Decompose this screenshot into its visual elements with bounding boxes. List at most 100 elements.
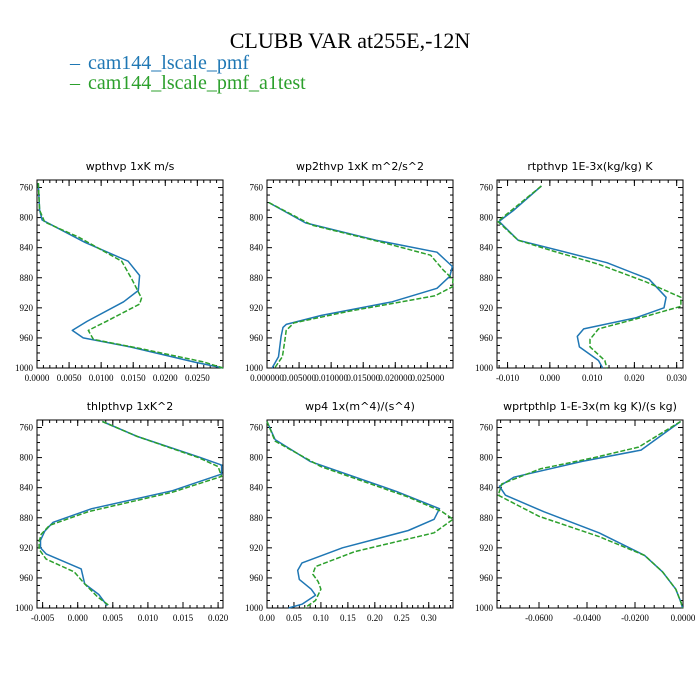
series-line-2-0 (498, 185, 667, 369)
ytick-label-1-4: 920 (250, 303, 264, 313)
ytick-label-0-5: 960 (20, 333, 34, 343)
xtick-label-4-2: 0.10 (313, 613, 329, 623)
panel-1: wp2thvp 1xK m^2/s^2 760 800 840 880 920 960 100… (245, 160, 454, 383)
panel-title-5: wprtpthlp 1-E-3x(m kg K)/(s kg) (503, 400, 677, 413)
xtick-label-1-0: 0.000000 (250, 373, 284, 383)
ytick-label-2-2: 840 (480, 243, 494, 253)
ytick-label-5-5: 960 (480, 573, 494, 583)
panel-3: thlpthvp 1xK^2 760 800 840 880 920 960 1000-0.0… (15, 400, 229, 623)
ytick-label-3-5: 960 (20, 573, 34, 583)
xtick-label-1-1: 0.005000 (282, 373, 316, 383)
panel-0: wpthvp 1xK m/s 760 800 840 880 920 960 1000 0.00… (15, 160, 224, 383)
ytick-label-2-5: 960 (480, 333, 494, 343)
panel-frame-1 (266, 179, 454, 369)
ytick-label-3-2: 840 (20, 483, 34, 493)
figure-title: CLUBB VAR at255E,-12N (229, 28, 471, 53)
panel-frame-5 (496, 419, 684, 609)
ytick-label-2-3: 880 (480, 273, 494, 283)
ytick-label-0-1: 800 (20, 213, 34, 223)
ytick-label-0-6: 1000 (15, 363, 34, 373)
panel-2: rtpthvp 1E-3x(kg/kg) K 760 800 840 880 920 960… (475, 160, 687, 383)
series-line-5-0 (498, 420, 684, 609)
panel-frame-0 (36, 179, 224, 369)
ytick-label-1-3: 880 (250, 273, 264, 283)
xtick-label-3-0: -0.005 (31, 613, 55, 623)
ytick-label-5-4: 920 (480, 543, 494, 553)
ytick-label-2-0: 760 (480, 183, 494, 193)
ytick-label-4-0: 760 (250, 423, 264, 433)
legend-label-1: cam144_lscale_pmf_a1test (88, 72, 306, 94)
ytick-label-1-6: 1000 (245, 363, 264, 373)
xtick-label-2-2: 0.010 (582, 373, 603, 383)
xtick-label-3-1: 0.000 (68, 613, 89, 623)
ytick-label-4-2: 840 (250, 483, 264, 493)
ytick-label-3-0: 760 (20, 423, 34, 433)
xtick-label-5-0: -0.0600 (525, 613, 553, 623)
xtick-label-0-3: 0.0150 (121, 373, 146, 383)
xtick-label-0-2: 0.0100 (89, 373, 114, 383)
xtick-label-2-4: 0.030 (667, 373, 688, 383)
xtick-label-1-2: 0.010000 (314, 373, 348, 383)
ytick-label-1-1: 800 (250, 213, 264, 223)
ytick-label-5-0: 760 (480, 423, 494, 433)
series-line-1-0 (268, 201, 454, 369)
xtick-label-2-1: 0.000 (540, 373, 561, 383)
xtick-label-1-5: 0.025000 (410, 373, 444, 383)
xtick-label-0-5: 0.0250 (185, 373, 210, 383)
series-line-4-1 (266, 421, 454, 609)
ytick-label-4-1: 800 (250, 453, 264, 463)
panel-4: wp4 1x(m^4)/(s^4)76080084088092096010000… (245, 400, 454, 623)
xtick-label-0-1: 0.0050 (57, 373, 82, 383)
series-line-0-1 (37, 182, 224, 369)
ytick-label-1-2: 840 (250, 243, 264, 253)
ytick-label-3-6: 1000 (15, 603, 34, 613)
xtick-label-5-3: 0.0000 (671, 613, 696, 623)
ytick-label-4-6: 1000 (245, 603, 264, 613)
xtick-label-2-0: -0.010 (496, 373, 520, 383)
panel-title-3: thlpthvp 1xK^2 (87, 400, 174, 413)
panel-title-4: wp4 1x(m^4)/(s^4) (305, 400, 415, 413)
ytick-label-0-0: 760 (20, 183, 34, 193)
xtick-label-4-0: 0.00 (259, 613, 275, 623)
ytick-label-3-3: 880 (20, 513, 34, 523)
legend-line-0: – (70, 52, 80, 74)
ytick-label-0-3: 880 (20, 273, 34, 283)
xtick-label-5-1: -0.0400 (573, 613, 601, 623)
xtick-label-2-3: 0.020 (624, 373, 645, 383)
panel-frame-3 (36, 419, 224, 609)
legend-label-0: cam144_lscale_pmf (88, 52, 250, 74)
xtick-label-3-3: 0.010 (138, 613, 159, 623)
legend-line-1: – (70, 72, 80, 94)
ytick-label-4-4: 920 (250, 543, 264, 553)
ytick-label-2-1: 800 (480, 213, 494, 223)
panel-title-0: wpthvp 1xK m/s (86, 160, 175, 173)
panel-title-1: wp2thvp 1xK m^2/s^2 (296, 160, 424, 173)
xtick-label-5-2: -0.0200 (621, 613, 649, 623)
ytick-label-1-0: 760 (250, 183, 264, 193)
ytick-label-0-4: 920 (20, 303, 34, 313)
ytick-label-0-2: 840 (20, 243, 34, 253)
ytick-label-4-5: 960 (250, 573, 264, 583)
ytick-label-5-2: 840 (480, 483, 494, 493)
panel-title-2: rtpthvp 1E-3x(kg/kg) K (527, 160, 653, 173)
xtick-label-1-4: 0.020000 (378, 373, 412, 383)
ytick-label-5-1: 800 (480, 453, 494, 463)
legend-entry-0: – cam144_lscale_pmf (70, 52, 249, 74)
series-line-1-1 (268, 201, 454, 369)
xtick-label-4-5: 0.25 (394, 613, 410, 623)
xtick-label-4-4: 0.20 (367, 613, 383, 623)
xtick-label-3-2: 0.005 (103, 613, 124, 623)
xtick-label-4-3: 0.15 (340, 613, 356, 623)
panel-5: wprtpthlp 1-E-3x(m kg K)/(s kg) 760 800 840… (475, 400, 696, 623)
xtick-label-4-1: 0.05 (286, 613, 302, 623)
ytick-label-5-6: 1000 (475, 603, 494, 613)
xtick-label-1-3: 0.015000 (346, 373, 380, 383)
ytick-label-2-4: 920 (480, 303, 494, 313)
series-line-0-0 (37, 182, 224, 369)
series-line-3-0 (39, 420, 223, 607)
ytick-label-3-1: 800 (20, 453, 34, 463)
ytick-label-1-5: 960 (250, 333, 264, 343)
ytick-label-3-4: 920 (20, 543, 34, 553)
series-line-5-1 (497, 420, 684, 609)
